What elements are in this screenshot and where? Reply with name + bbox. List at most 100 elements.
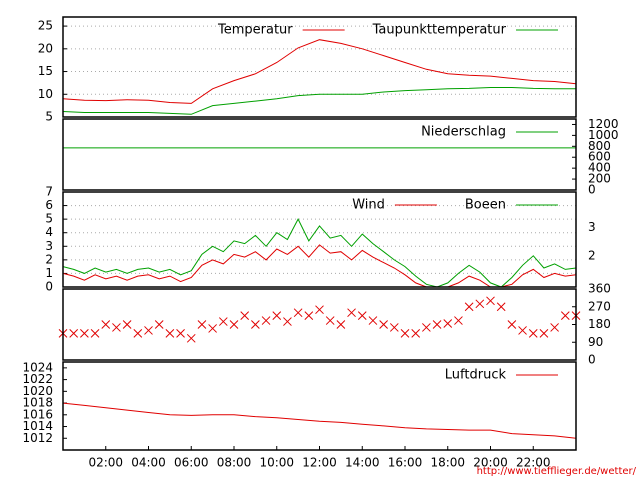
cross-stroke [101, 320, 111, 329]
panel-frame [62, 16, 577, 118]
direction-mark [197, 320, 207, 329]
cross-stroke [486, 296, 495, 306]
y-tick-label: 0 [45, 280, 53, 294]
data-line [62, 87, 576, 115]
y-tick-label: 1018 [22, 396, 53, 410]
cross-stroke [293, 308, 303, 318]
y-tick-label: 1020 [22, 384, 53, 398]
cross-stroke [218, 317, 228, 326]
y-tick-label: 5 [45, 212, 53, 226]
cross-stroke [411, 329, 421, 338]
x-tick-label: 18:00 [430, 456, 465, 470]
y-tick-label: 3 [45, 239, 53, 253]
direction-mark [251, 320, 260, 329]
y-tick-label: 1012 [22, 431, 53, 445]
direction-mark [411, 329, 421, 338]
cross-stroke [122, 320, 132, 329]
direction-mark [154, 320, 164, 329]
legend-label: Luftdruck [445, 368, 507, 383]
cross-stroke [496, 302, 506, 312]
x-tick-label: 16:00 [388, 456, 423, 470]
direction-mark [122, 320, 132, 329]
y-tick-label: 400 [588, 161, 611, 175]
direction-mark [90, 329, 100, 338]
cross-stroke [283, 317, 292, 326]
cross-stroke [315, 305, 324, 315]
panel-frame [62, 288, 577, 361]
direction-mark [261, 316, 271, 325]
cross-stroke [208, 324, 217, 333]
y-tick-label: 1000 [588, 128, 619, 142]
y-tick-label: 10 [38, 87, 53, 101]
cross-stroke [325, 316, 335, 325]
y-tick-label: 800 [588, 139, 611, 153]
legend-label: Wind [352, 198, 385, 213]
legend-label: Niederschlag [421, 125, 506, 140]
direction-mark [315, 305, 324, 315]
x-tick-label: 04:00 [131, 456, 166, 470]
y2-tick-label: 2 [588, 248, 596, 262]
direction-mark [293, 308, 303, 318]
direction-mark [528, 329, 538, 338]
y-tick-label: 600 [588, 150, 611, 164]
x-tick-label: 14:00 [345, 456, 380, 470]
y-tick-label: 20 [38, 41, 53, 55]
x-tick-label: 10:00 [259, 456, 294, 470]
cross-stroke [528, 329, 538, 338]
x-tick-label: 02:00 [88, 456, 123, 470]
direction-mark [464, 302, 474, 312]
direction-mark [422, 323, 431, 332]
direction-mark [400, 329, 410, 338]
y-tick-label: 360 [588, 282, 611, 296]
direction-mark [325, 316, 335, 325]
direction-mark [101, 320, 111, 329]
cross-stroke [454, 316, 463, 325]
y-tick-label: 4 [45, 225, 53, 239]
cross-stroke [80, 329, 89, 338]
direction-mark [550, 323, 559, 332]
direction-mark [176, 329, 185, 338]
direction-mark [432, 320, 442, 329]
direction-mark [283, 317, 292, 326]
cross-stroke [240, 311, 250, 320]
x-tick-label: 20:00 [473, 456, 508, 470]
cross-stroke [475, 299, 485, 309]
cross-stroke [165, 329, 175, 338]
legend-label: Boeen [465, 198, 506, 213]
cross-stroke [464, 302, 474, 312]
cross-stroke [400, 329, 410, 338]
cross-stroke [422, 323, 431, 332]
cross-stroke [550, 323, 559, 332]
direction-mark [496, 302, 506, 312]
direction-mark [486, 296, 495, 306]
y-tick-label: 90 [588, 335, 603, 349]
direction-mark [144, 326, 153, 335]
direction-mark [518, 326, 527, 335]
legend-label: Temperatur [217, 23, 293, 38]
direction-mark [560, 311, 570, 320]
cross-stroke [133, 329, 143, 338]
direction-mark [454, 316, 463, 325]
cross-stroke [560, 311, 570, 320]
direction-mark [229, 320, 239, 329]
y-tick-label: 5 [45, 110, 53, 124]
y-tick-label: 6 [45, 198, 53, 212]
cross-stroke [186, 333, 196, 343]
x-tick-label: 08:00 [217, 456, 252, 470]
cross-stroke [197, 320, 207, 329]
cross-stroke [507, 320, 517, 329]
cross-stroke [112, 323, 121, 332]
cross-stroke [518, 326, 527, 335]
direction-mark [475, 299, 485, 309]
cross-stroke [368, 316, 378, 325]
cross-stroke [229, 320, 239, 329]
y-tick-label: 270 [588, 299, 611, 313]
cross-stroke [432, 320, 442, 329]
direction-mark [304, 311, 314, 320]
direction-mark [208, 324, 217, 333]
direction-mark [379, 320, 388, 329]
cross-stroke [347, 308, 356, 318]
y-tick-label: 1022 [22, 372, 53, 386]
cross-stroke [357, 311, 367, 320]
